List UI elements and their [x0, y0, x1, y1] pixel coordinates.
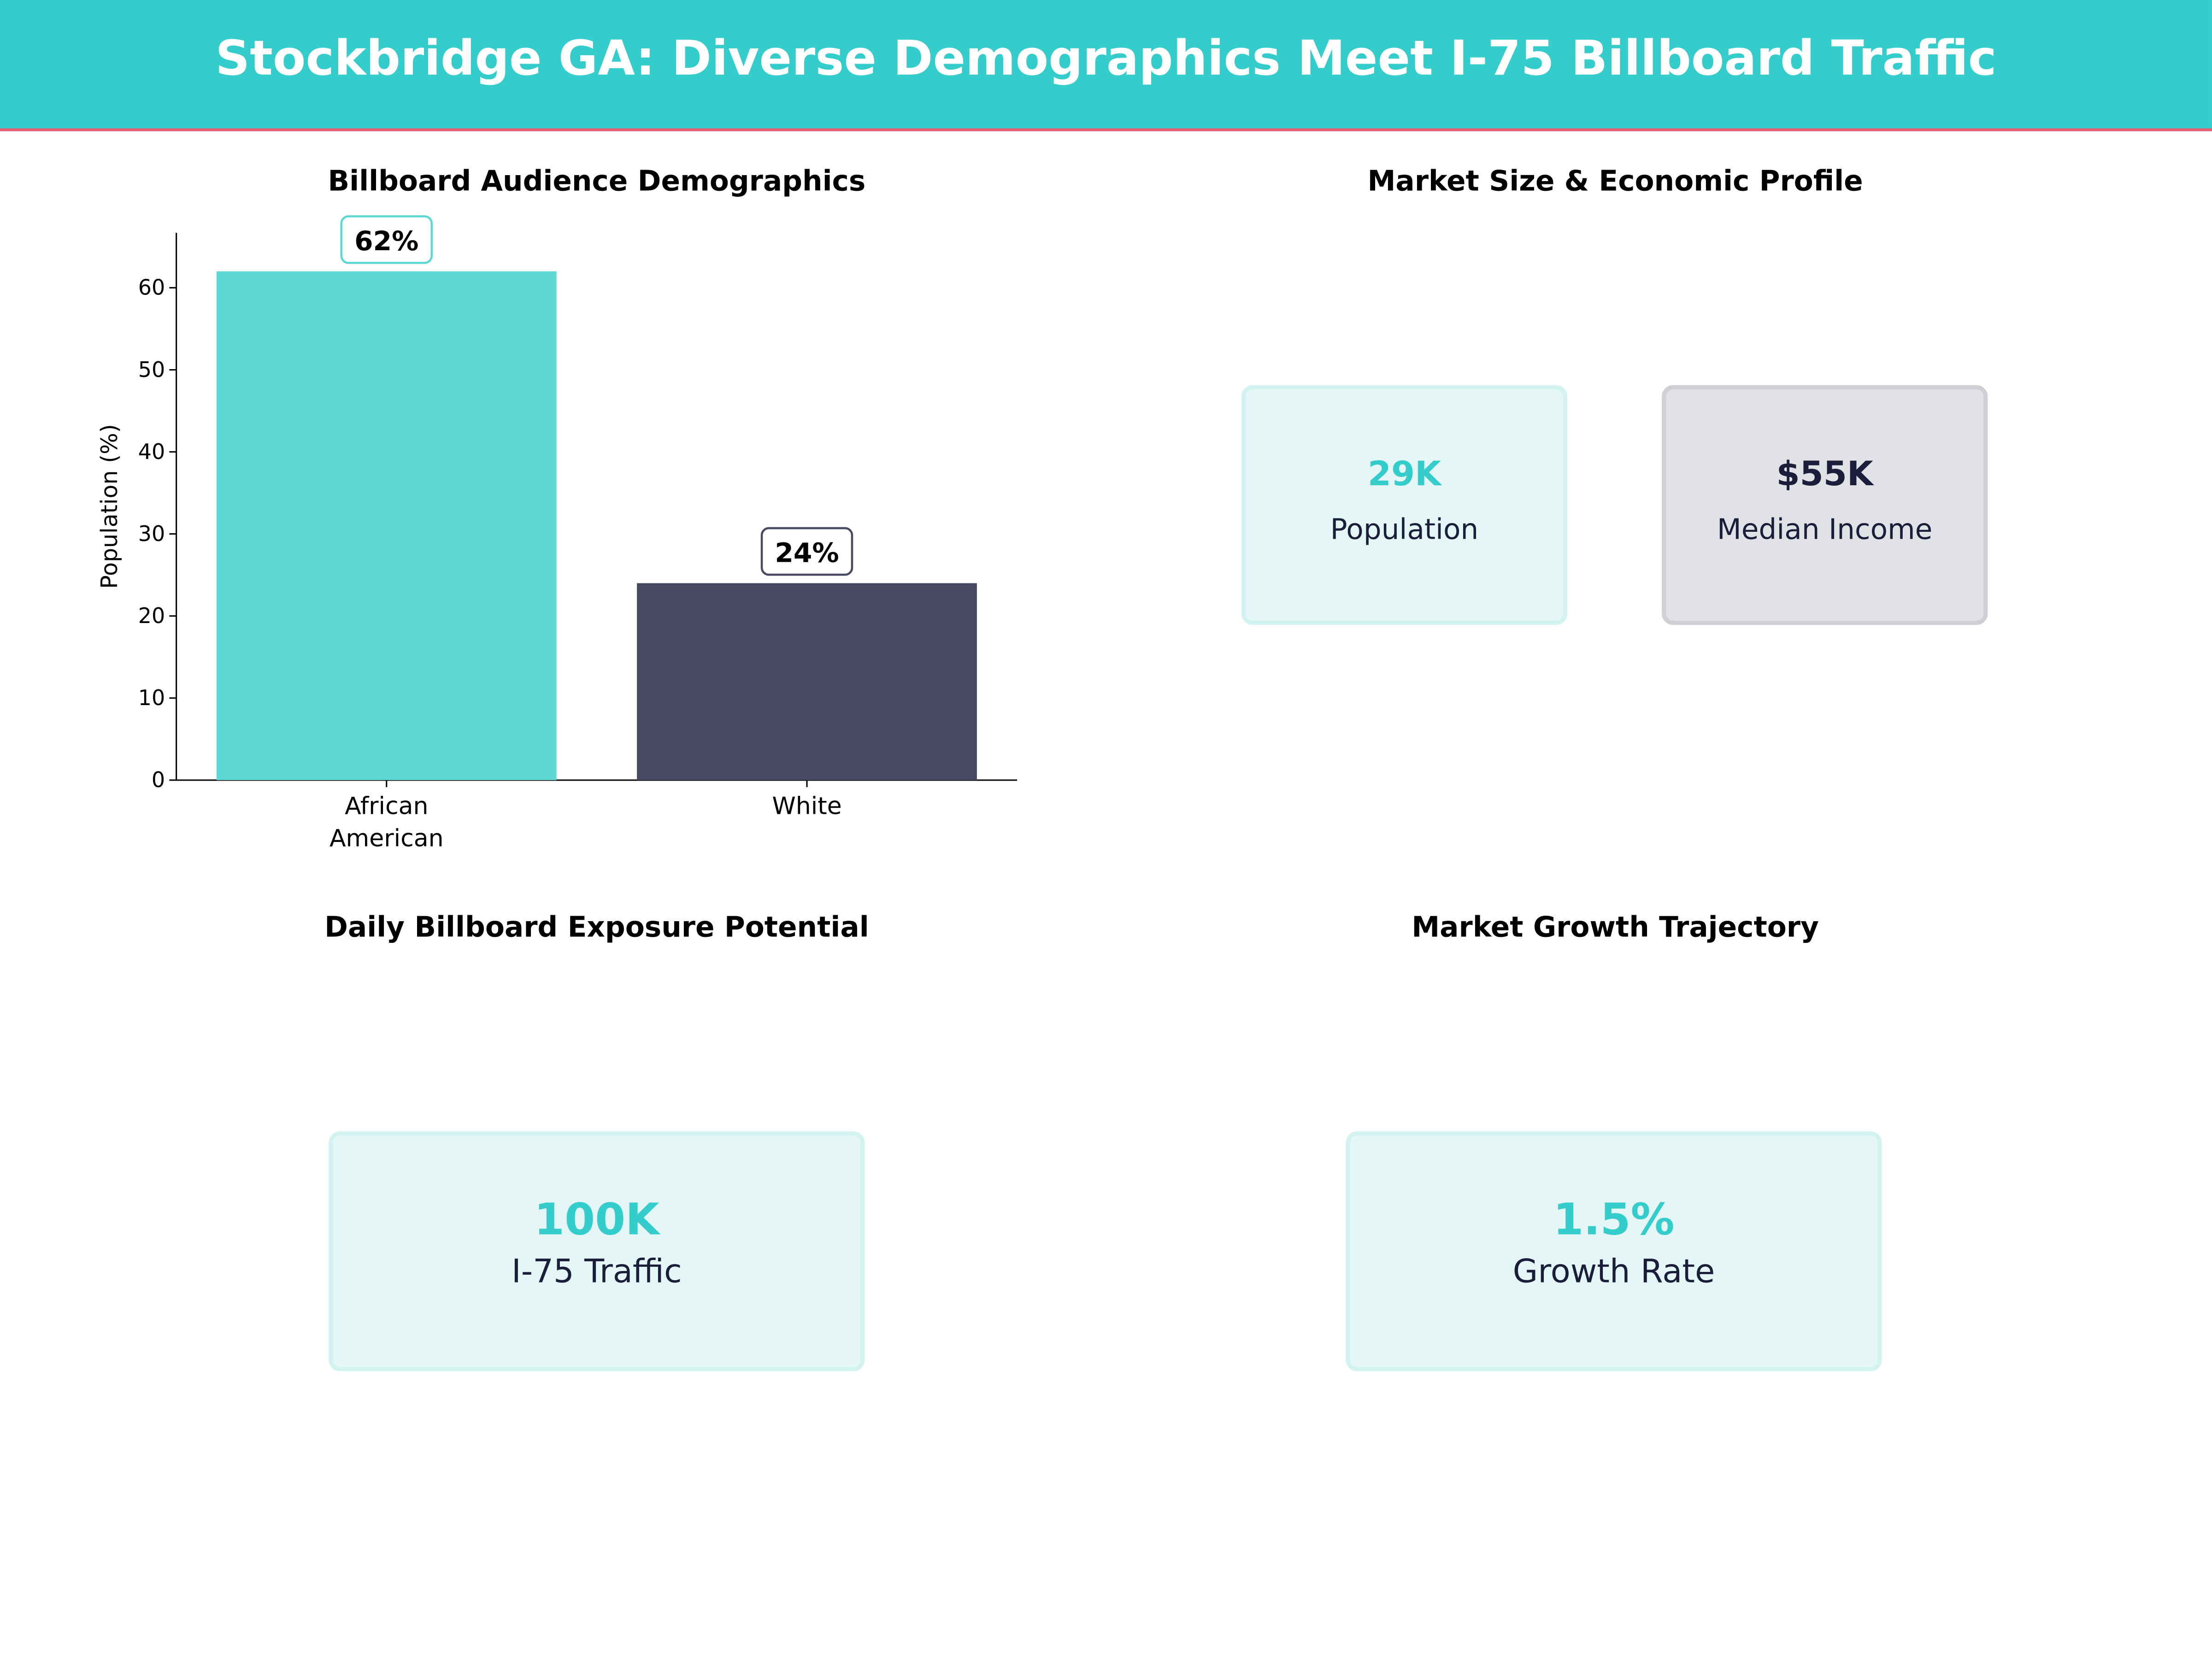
growth-value: 1.5% — [1553, 1194, 1675, 1246]
exposure-panel-title: Daily Billboard Exposure Potential — [324, 910, 869, 944]
population-value: 29K — [1367, 454, 1441, 494]
demographics-bar-chart: 0 10 20 30 40 50 60 Population (%) African Americ… — [96, 215, 1018, 853]
y-tick-label: 50 — [138, 357, 165, 382]
growth-label: Growth Rate — [1512, 1254, 1715, 1291]
y-tick-label: 30 — [138, 521, 165, 546]
median-income-value: $55K — [1776, 454, 1873, 494]
traffic-label: I-75 Traffic — [512, 1254, 682, 1291]
y-tick-label: 20 — [138, 603, 165, 628]
header-banner — [0, 0, 2212, 131]
data-label: 62% — [354, 225, 418, 257]
x-tick-label: African — [345, 792, 428, 820]
growth-card: 1.5% Growth Rate — [1346, 1131, 1882, 1371]
market-panel-title: Market Size & Economic Profile — [1367, 164, 1863, 198]
page-title: Stockbridge GA: Diverse Demographics Mee… — [215, 31, 1997, 88]
y-tick-label: 60 — [138, 275, 165, 300]
x-tick-label: American — [329, 825, 444, 853]
population-label: Population — [1330, 512, 1479, 546]
traffic-card: 100K I-75 Traffic — [329, 1131, 865, 1371]
growth-panel-title: Market Growth Trajectory — [1412, 910, 1819, 944]
median-income-label: Median Income — [1717, 512, 1933, 546]
chart-title: Billboard Audience Demographics — [328, 164, 866, 198]
population-card: 29K Population — [1241, 385, 1567, 625]
x-tick-label: White — [772, 792, 841, 820]
data-label-box — [340, 215, 433, 264]
data-label-box — [760, 527, 853, 576]
y-tick-label: 40 — [138, 439, 165, 464]
y-axis-label: Population (%) — [96, 424, 123, 589]
traffic-value: 100K — [534, 1194, 659, 1246]
data-label: 24% — [775, 537, 839, 569]
bar — [216, 271, 557, 780]
median-income-card: $55K Median Income — [1662, 385, 1988, 625]
y-tick-label: 0 — [152, 767, 165, 792]
y-tick-label: 10 — [138, 685, 165, 710]
bar — [637, 583, 977, 780]
